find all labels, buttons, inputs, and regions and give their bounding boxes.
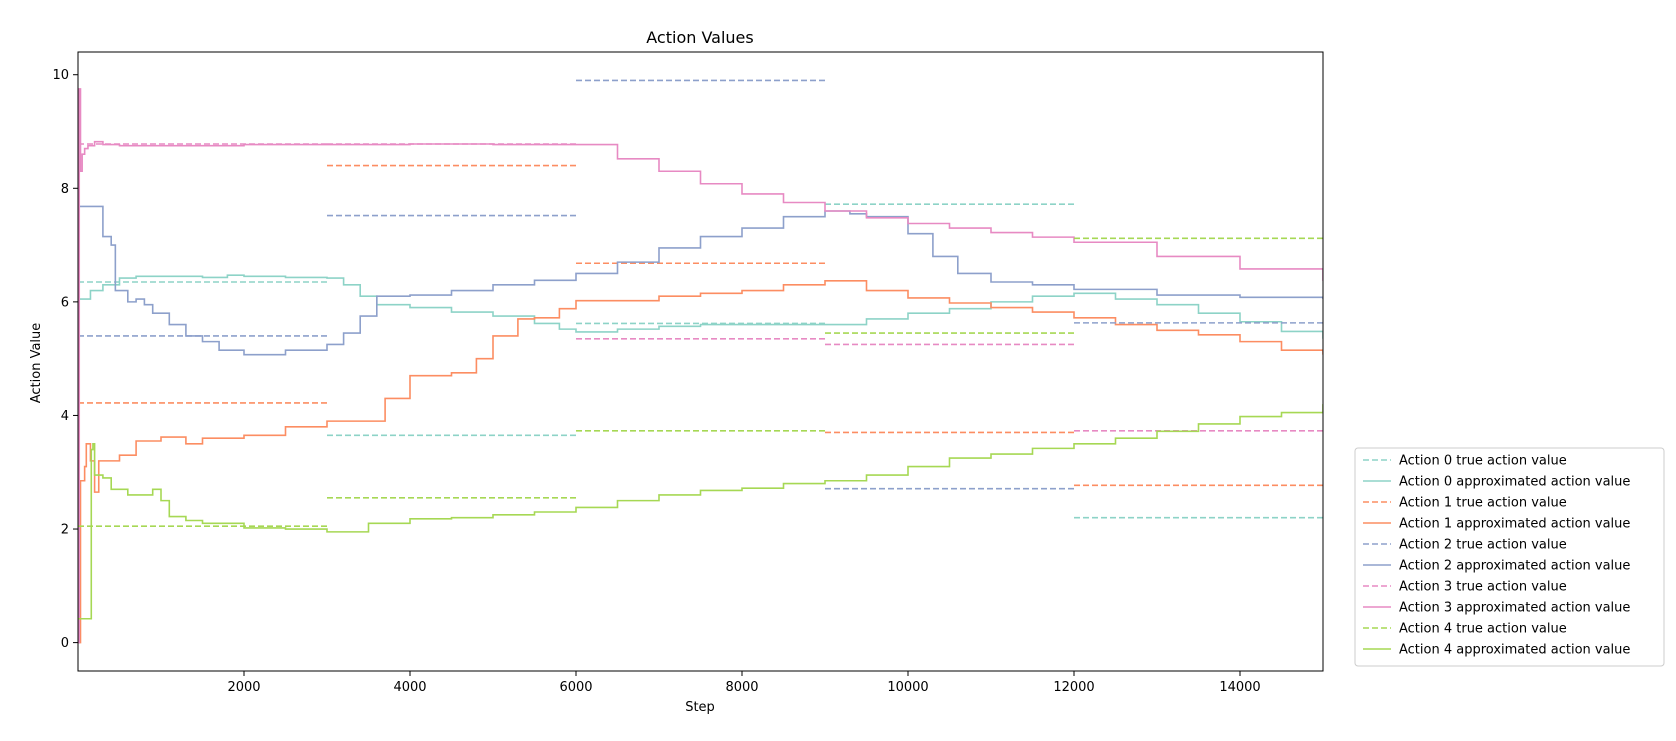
action-4-approximated-action-value-line <box>78 404 1323 620</box>
legend-label: Action 4 approximated action value <box>1399 643 1630 658</box>
y-tick-label: 6 <box>61 295 69 310</box>
legend-item: Action 2 true action value <box>1363 538 1567 553</box>
legend-label: Action 3 approximated action value <box>1399 601 1630 616</box>
legend-item: Action 0 approximated action value <box>1363 475 1630 490</box>
legend-item: Action 3 approximated action value <box>1363 601 1630 616</box>
legend-label: Action 2 true action value <box>1399 538 1567 553</box>
x-tick-label: 6000 <box>559 680 592 695</box>
plot-area <box>77 51 1324 672</box>
y-tick-label: 2 <box>61 523 69 538</box>
y-tick-label: 8 <box>61 182 69 197</box>
x-tick-label: 10000 <box>887 680 928 695</box>
x-tick-label: 8000 <box>725 680 758 695</box>
legend-label: Action 3 true action value <box>1399 580 1567 595</box>
legend: Action 0 true action value Action 0 appro… <box>1354 447 1665 667</box>
series-group <box>78 79 1323 644</box>
x-tick-label: 4000 <box>393 680 426 695</box>
action-2-approximated-action-value-line <box>78 205 1323 356</box>
y-axis: 0 2 4 6 8 10 <box>52 68 78 651</box>
legend-label: Action 0 true action value <box>1399 454 1567 469</box>
y-tick-label: 4 <box>61 409 69 424</box>
x-tick-label: 14000 <box>1219 680 1260 695</box>
legend-item: Action 4 approximated action value <box>1363 643 1630 658</box>
y-tick-label: 0 <box>61 636 69 651</box>
legend-item: Action 1 true action value <box>1363 496 1567 511</box>
legend-item: Action 0 true action value <box>1363 454 1567 469</box>
legend-label: Action 2 approximated action value <box>1399 559 1630 574</box>
legend-item: Action 3 true action value <box>1363 580 1567 595</box>
y-tick-label: 10 <box>52 68 69 83</box>
action-1-approximated-action-value-line <box>78 280 1323 644</box>
action-3-approximated-action-value-line <box>78 88 1323 644</box>
legend-label: Action 1 true action value <box>1399 496 1567 511</box>
x-axis: 2000 4000 6000 8000 10000 12000 14000 <box>227 671 1261 695</box>
y-axis-label: Action Value <box>29 323 44 404</box>
action-0-approximated-action-value-line <box>78 274 1323 339</box>
legend-item: Action 4 true action value <box>1363 622 1567 637</box>
legend-frame <box>1354 447 1665 667</box>
legend-item: Action 1 approximated action value <box>1363 517 1630 532</box>
legend-label: Action 0 approximated action value <box>1399 475 1630 490</box>
legend-label: Action 4 true action value <box>1399 622 1567 637</box>
x-axis-label: Step <box>685 700 715 715</box>
x-tick-label: 12000 <box>1053 680 1094 695</box>
legend-item: Action 2 approximated action value <box>1363 559 1630 574</box>
chart-title: Action Values <box>646 28 753 47</box>
series-layer <box>78 79 1323 644</box>
legend-label: Action 1 approximated action value <box>1399 517 1630 532</box>
plot-frame <box>77 51 1324 672</box>
x-tick-label: 2000 <box>227 680 260 695</box>
